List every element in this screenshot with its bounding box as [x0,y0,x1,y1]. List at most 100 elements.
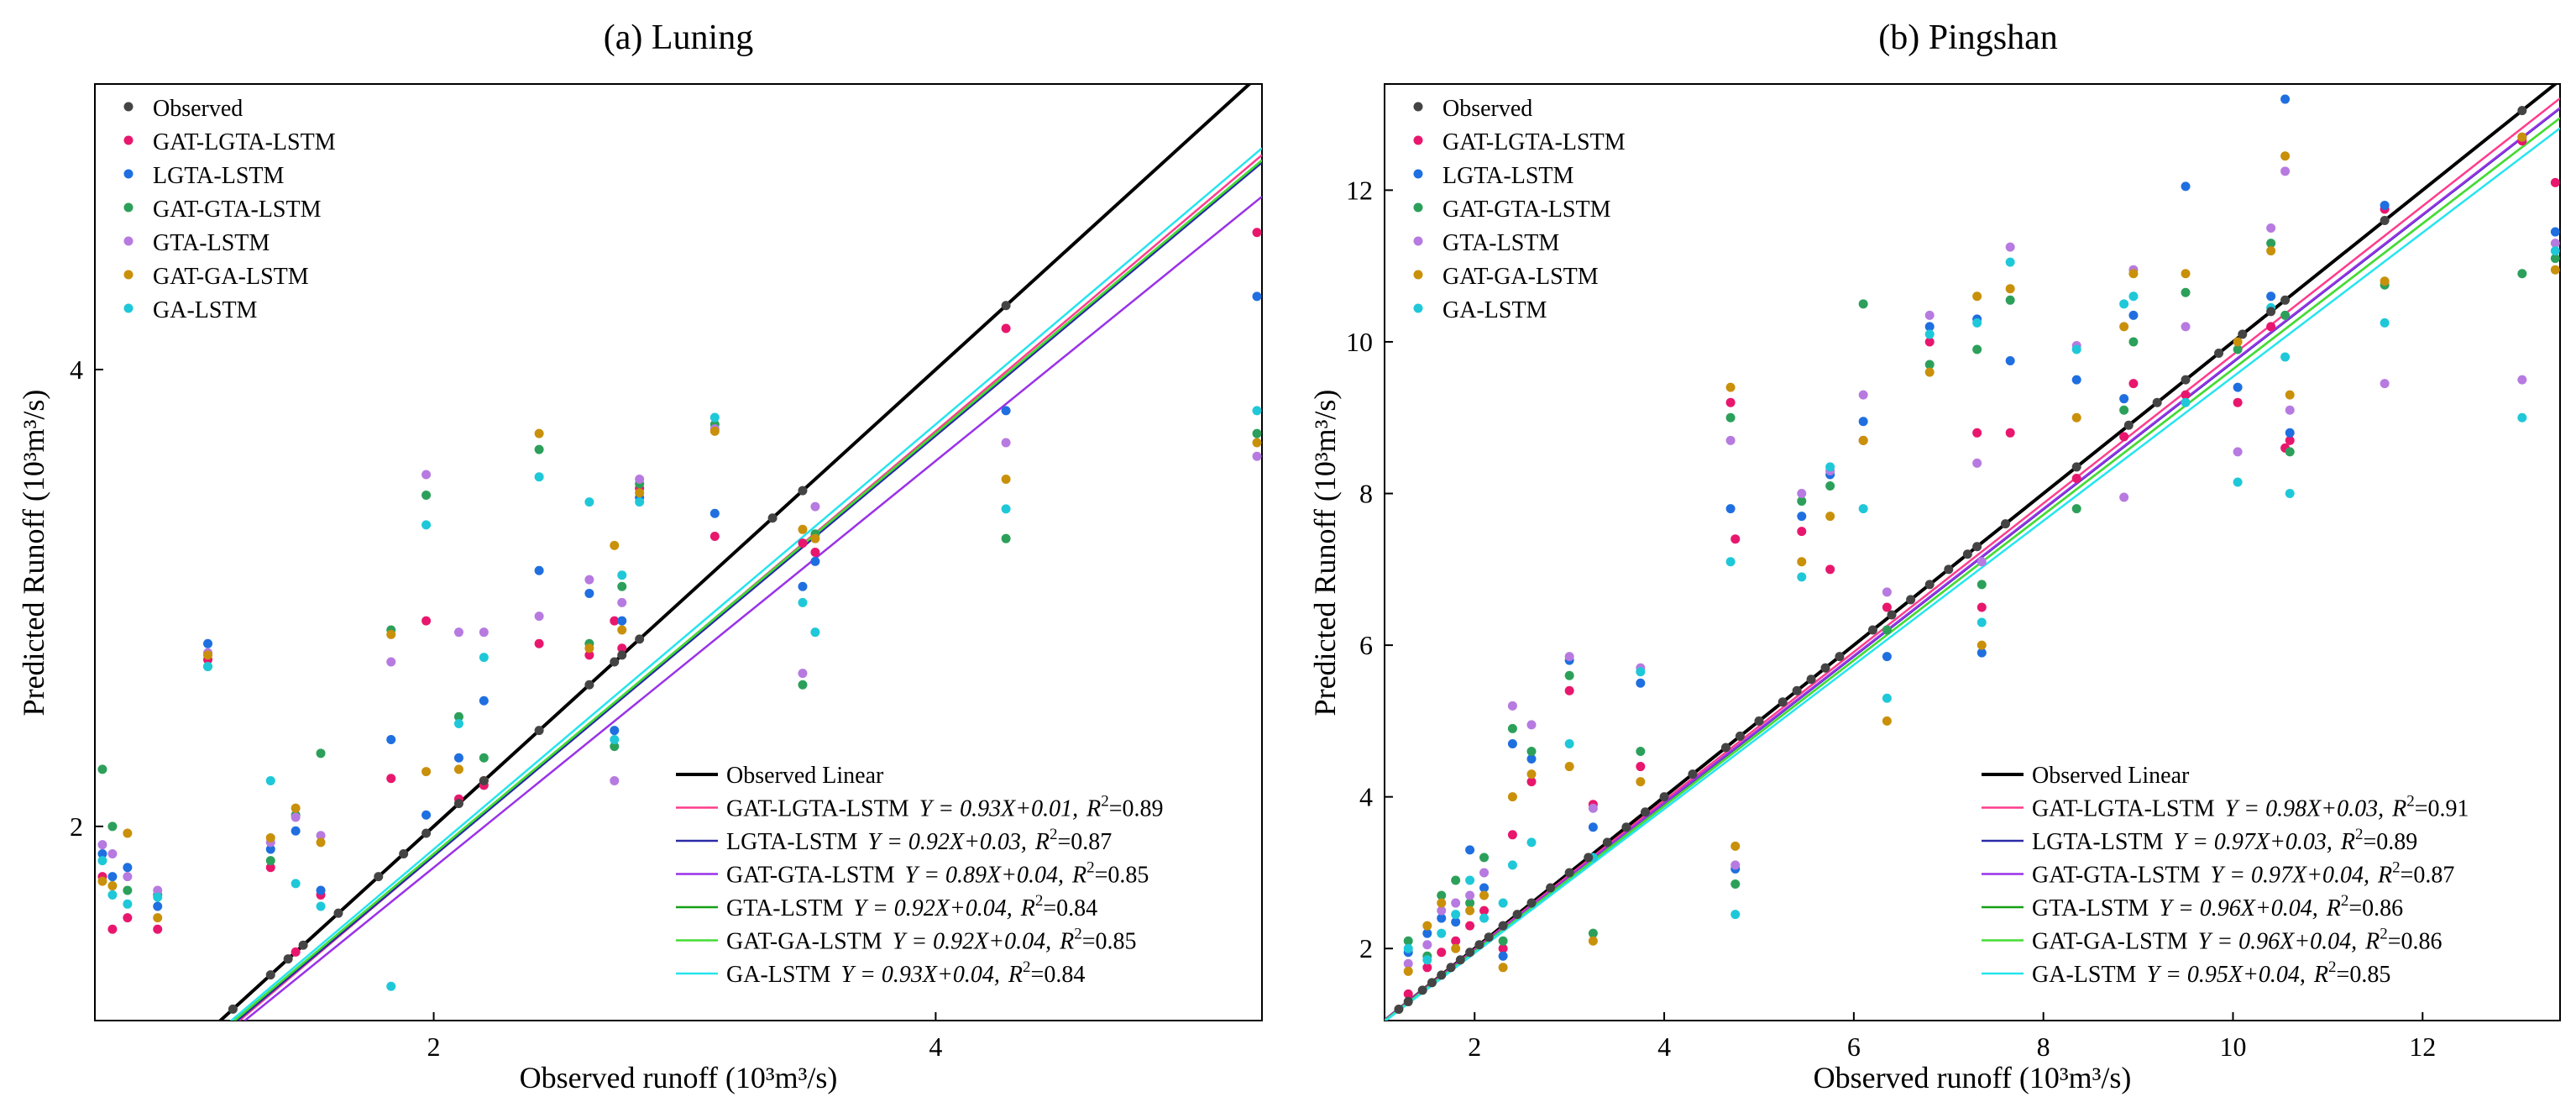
point-gat-ga-lstm [2517,132,2527,142]
point-observed [1498,921,1508,931]
point-lgta-lstm [1725,504,1736,514]
point-gta-lstm [2005,242,2015,252]
point-observed [1944,564,1954,575]
y-axis-label: Predicted Runoff (10³m³/s) [1308,390,1342,716]
plot-area-frame [1384,83,2561,1021]
fit-lines [1385,84,2560,1021]
legend-marker [1413,236,1423,246]
point-gat-gta-lstm [1479,853,1490,863]
point-gat-ga-lstm [1422,921,1432,931]
point-gat-ga-lstm [1924,367,1935,377]
point-gat-gta-lstm [2517,269,2527,279]
point-observed [2280,295,2291,305]
tick-layer: 2 4 6 8 10 12 2 4 6 8 10 12 [1346,175,2436,1062]
point-gat-gta-lstm [610,742,620,752]
point-gat-gta-lstm [2285,447,2295,457]
point-gat-ga-lstm [610,540,620,550]
point-gat-ga-lstm [2181,269,2191,279]
point-gat-ga-lstm [2119,322,2129,332]
point-ga-lstm [291,879,301,889]
point-ga-lstm [610,735,620,744]
point-lgta-lstm [421,810,432,820]
point-gat-lgta-lstm [1825,564,1835,575]
fit-equation: Y = 0.95X+0.04, [2146,962,2305,988]
legend-label: GAT-LGTA-LSTM [153,129,336,155]
legend: Observed GAT-LGTA-LSTM LGTA-LSTM GAT-GTA-LS… [1413,96,2469,988]
point-observed [1394,1004,1404,1014]
point-lgta-lstm [203,638,213,648]
point-gta-lstm [584,575,594,585]
point-ga-lstm [635,497,645,507]
point-ga-lstm [1001,504,1011,514]
point-lgta-lstm [1636,678,1646,688]
point-ga-lstm [97,856,107,866]
point-observed [1972,542,1982,552]
point-gta-lstm [534,611,544,622]
point-ga-lstm [123,899,133,909]
point-gat-gta-lstm [123,885,133,895]
fit-r2-label: R2=0.89 [1086,793,1163,822]
point-lgta-lstm [1588,822,1598,832]
point-observed [479,775,489,785]
point-observed [1474,940,1484,950]
fit-equation: Y = 0.92X+0.03, [867,829,1026,855]
point-ga-lstm [1882,693,1892,703]
point-lgta-lstm [2181,181,2191,192]
point-gta-lstm [635,474,645,484]
point-gat-gta-lstm [1797,496,1807,507]
point-observed [228,1004,238,1014]
point-gta-lstm [453,627,463,638]
point-gat-lgta-lstm [534,638,544,648]
point-lgta-lstm [1437,913,1447,923]
point-observed [1427,978,1437,988]
point-lgta-lstm [153,901,163,911]
point-lgta-lstm [2005,356,2015,366]
point-gat-ga-lstm [798,524,808,534]
point-gta-lstm [1437,905,1447,916]
fit-line-observed linear [1385,84,2558,1021]
point-observed [1906,595,1916,605]
point-gat-ga-lstm [2266,246,2276,256]
point-gat-lgta-lstm [1252,228,1262,238]
point-ga-lstm [1498,898,1508,908]
point-ga-lstm [1252,406,1262,416]
point-gat-gta-lstm [1825,481,1835,491]
point-gat-gta-lstm [534,444,544,454]
point-gat-lgta-lstm [2285,435,2295,445]
point-lgta-lstm [291,826,301,836]
point-observed [1621,822,1631,832]
point-gat-ga-lstm [635,488,645,498]
point-gat-lgta-lstm [2128,379,2139,389]
point-gat-gta-lstm [316,748,326,758]
fit-r2-value: =0.84 [1043,895,1097,921]
point-gta-lstm [2280,166,2291,176]
fit-r2-value: =0.85 [2337,962,2391,988]
fit-r2-value: =0.87 [2401,863,2455,889]
point-lgta-lstm [610,726,620,736]
point-gat-ga-lstm [1588,936,1598,946]
point-lgta-lstm [1252,291,1262,302]
fit-equation: Y = 0.97X+0.04, [2211,863,2369,889]
point-lgta-lstm [2071,375,2081,385]
fit-line-lgta-lstm [235,161,1262,1021]
point-gat-lgta-lstm [1479,905,1490,916]
fit-legend-label: GA-LSTM [726,962,831,988]
point-gta-lstm [479,627,489,638]
point-gat-gta-lstm [1403,936,1413,946]
fit-equation: Y = 0.93X+0.04, [840,962,999,988]
point-gta-lstm [2380,379,2390,389]
point-gat-gta-lstm [2280,310,2291,320]
point-lgta-lstm [1924,322,1935,332]
point-observed [1792,685,1802,695]
point-observed [1820,663,1830,673]
legend-marker [1413,135,1423,145]
point-gta-lstm [1465,890,1475,900]
point-gat-ga-lstm [421,767,432,777]
point-gat-gta-lstm [1882,625,1892,635]
point-gat-gta-lstm [479,753,489,763]
fit-r2-label: R2=0.85 [2313,958,2390,988]
legend-marker [123,135,134,145]
point-gat-ga-lstm [2380,276,2390,286]
fit-line-ga-lstm [1385,127,2560,1021]
point-observed [584,680,594,690]
